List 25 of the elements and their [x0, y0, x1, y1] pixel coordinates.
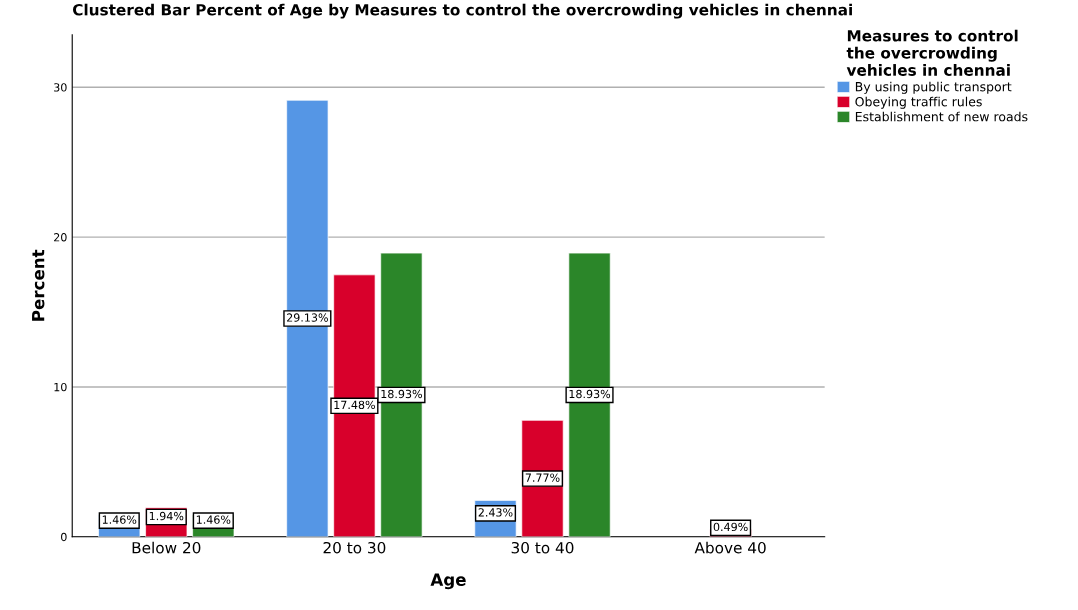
data-label: 7.77%	[525, 473, 560, 482]
chart-title: Clustered Bar Percent of Age by Measures to control the overcrowding vehicles in chennai	[72, 3, 852, 19]
x-tick-label: Below 20	[132, 541, 201, 554]
data-label: 1.46%	[102, 515, 137, 524]
legend-label: Establishment of new roads	[855, 111, 1028, 122]
legend-label: Obeying traffic rules	[855, 96, 982, 109]
data-label: 17.48%	[334, 400, 375, 410]
data-label: 1.46%	[196, 515, 231, 524]
x-tick-label: 30 to 40	[511, 541, 574, 554]
data-label: 18.93%	[569, 389, 611, 399]
y-axis-title: Percent	[32, 249, 45, 321]
legend-title: Measures to control the overcrowding vehicles in chennai	[846, 29, 1018, 76]
x-axis-title: Age	[430, 573, 466, 590]
data-label: 29.13%	[287, 313, 328, 322]
data-label: 18.93%	[381, 389, 422, 399]
data-label: 1.94%	[149, 511, 184, 521]
y-tick-label: 30	[54, 83, 67, 92]
y-tick-label: 10	[54, 382, 67, 392]
x-tick-label: 20 to 30	[323, 541, 386, 554]
y-tick-label: 20	[54, 233, 67, 242]
data-label: 2.43%	[478, 508, 513, 517]
legend-label: By using public transport	[855, 81, 1012, 94]
y-tick-label: 0	[61, 532, 67, 542]
x-tick-label: Above 40	[694, 541, 766, 554]
data-label: 0.49%	[713, 522, 748, 532]
